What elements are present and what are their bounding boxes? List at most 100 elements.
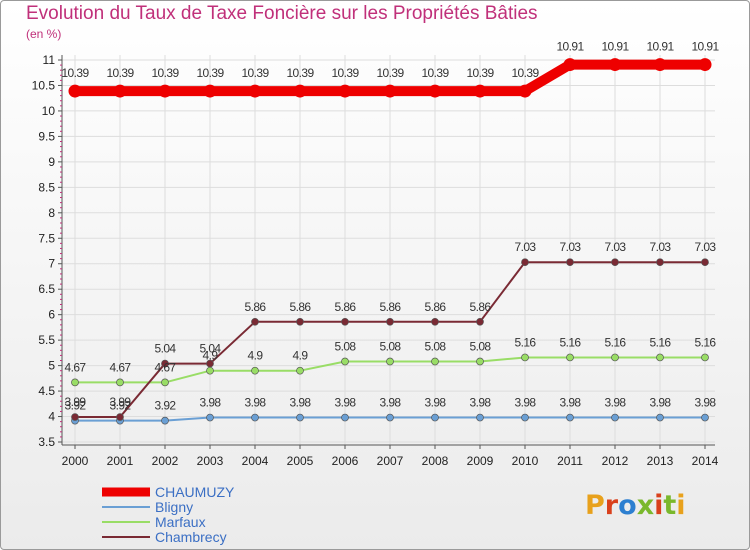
data-point-bligny [251,413,259,422]
y-tick-label: 4 [48,410,55,424]
data-point-chambrecy [431,317,439,326]
data-label-chaumuzy: 10.91 [646,40,674,54]
x-tick-label: 2009 [467,454,494,468]
data-point-chaumuzy [293,84,307,98]
data-point-marfaux [431,357,439,366]
data-label-chaumuzy: 10.39 [286,66,314,80]
data-label-chambrecy: 7.03 [605,240,627,254]
data-label-chambrecy: 5.86 [245,300,267,314]
data-point-marfaux [116,378,124,387]
logo-letter: P [585,490,605,521]
data-point-chambrecy [116,413,124,421]
data-label-bligny: 3.98 [695,396,717,410]
data-label-marfaux: 5.16 [605,335,627,349]
data-label-bligny: 3.98 [380,396,402,410]
x-tick-label: 2008 [422,454,449,468]
data-point-bligny [656,413,664,422]
data-point-marfaux [296,366,304,375]
data-label-marfaux: 5.08 [425,340,447,354]
x-tick-label: 2013 [647,454,674,468]
data-point-chaumuzy [428,84,442,98]
data-label-marfaux: 5.16 [695,335,717,349]
data-label-bligny: 3.98 [335,396,357,410]
y-tick-label: 5 [48,359,55,373]
data-point-bligny [521,413,529,422]
data-label-chaumuzy: 10.91 [691,40,719,54]
data-point-marfaux [611,353,619,362]
data-label-chambrecy: 7.03 [560,240,582,254]
data-label-chaumuzy: 10.39 [511,66,539,80]
y-tick-label: 6.5 [38,282,55,296]
y-tick-label: 9 [48,155,55,169]
y-tick-label: 8 [48,206,55,220]
data-label-marfaux: 5.08 [470,340,492,354]
data-label-marfaux: 4.9 [248,349,264,363]
data-label-marfaux: 5.16 [650,335,672,349]
data-point-chaumuzy [563,58,577,72]
data-label-chaumuzy: 10.39 [376,66,404,80]
logo-letter: r [604,490,619,521]
data-point-chambrecy [611,258,619,267]
data-label-chaumuzy: 10.39 [61,66,89,80]
data-point-chaumuzy [473,84,487,98]
data-label-chambrecy: 7.03 [515,240,537,254]
data-point-chambrecy [521,258,529,267]
data-label-bligny: 3.98 [290,396,312,410]
data-point-chambrecy [71,413,79,421]
data-label-chambrecy: 7.03 [650,240,672,254]
data-label-bligny: 3.92 [110,399,132,413]
data-label-bligny: 3.98 [560,396,582,410]
x-tick-label: 2010 [512,454,539,468]
data-point-chaumuzy [338,84,352,98]
x-tick-label: 2000 [62,454,89,468]
data-label-chaumuzy: 10.39 [151,66,179,80]
data-point-marfaux [476,357,484,366]
data-label-chambrecy: 5.86 [425,300,447,314]
y-tick-label: 7.5 [38,231,55,245]
data-label-bligny: 3.98 [425,396,447,410]
data-point-marfaux [251,366,259,375]
y-tick-label: 11 [43,53,56,67]
data-point-marfaux [521,353,529,362]
data-point-chambrecy [566,258,574,267]
data-point-chaumuzy [698,58,712,72]
y-tick-label: 9.5 [38,129,55,143]
x-tick-label: 2005 [287,454,314,468]
data-point-chaumuzy [653,58,667,72]
x-tick-label: 2002 [152,454,179,468]
data-point-marfaux [341,357,349,366]
data-label-marfaux: 5.08 [335,340,357,354]
data-label-chambrecy: 5.04 [155,342,177,356]
x-tick-label: 2012 [602,454,629,468]
data-label-chaumuzy: 10.91 [556,40,584,54]
x-tick-label: 2007 [377,454,404,468]
data-point-bligny [161,416,169,425]
legend-label-chaumuzy: CHAUMUZY [155,484,235,500]
data-label-chaumuzy: 10.91 [601,40,629,54]
data-label-chambrecy: 5.86 [290,300,312,314]
data-label-marfaux: 4.67 [110,360,132,374]
y-tick-label: 8.5 [38,180,55,194]
y-tick-label: 10 [42,104,56,118]
x-tick-label: 2006 [332,454,359,468]
data-point-marfaux [701,353,709,362]
y-tick-label: 5.5 [38,333,55,347]
data-point-chaumuzy [68,84,82,98]
data-point-marfaux [206,366,214,375]
data-label-bligny: 3.98 [470,396,492,410]
data-point-marfaux [386,357,394,366]
data-label-chaumuzy: 10.39 [106,66,134,80]
data-label-marfaux: 4.9 [203,349,219,363]
x-tick-label: 2001 [107,454,134,468]
data-label-bligny: 3.98 [200,396,222,410]
data-label-bligny: 3.98 [515,396,537,410]
data-point-chambrecy [206,359,214,368]
x-tick-label: 2011 [557,454,583,468]
data-label-bligny: 3.98 [245,396,267,410]
y-tick-label: 6 [48,308,55,322]
data-point-chaumuzy [203,84,217,98]
data-label-chambrecy: 3.99 [110,395,132,409]
data-label-chaumuzy: 10.39 [466,66,494,80]
data-point-chambrecy [476,317,484,326]
data-point-chaumuzy [158,84,172,98]
